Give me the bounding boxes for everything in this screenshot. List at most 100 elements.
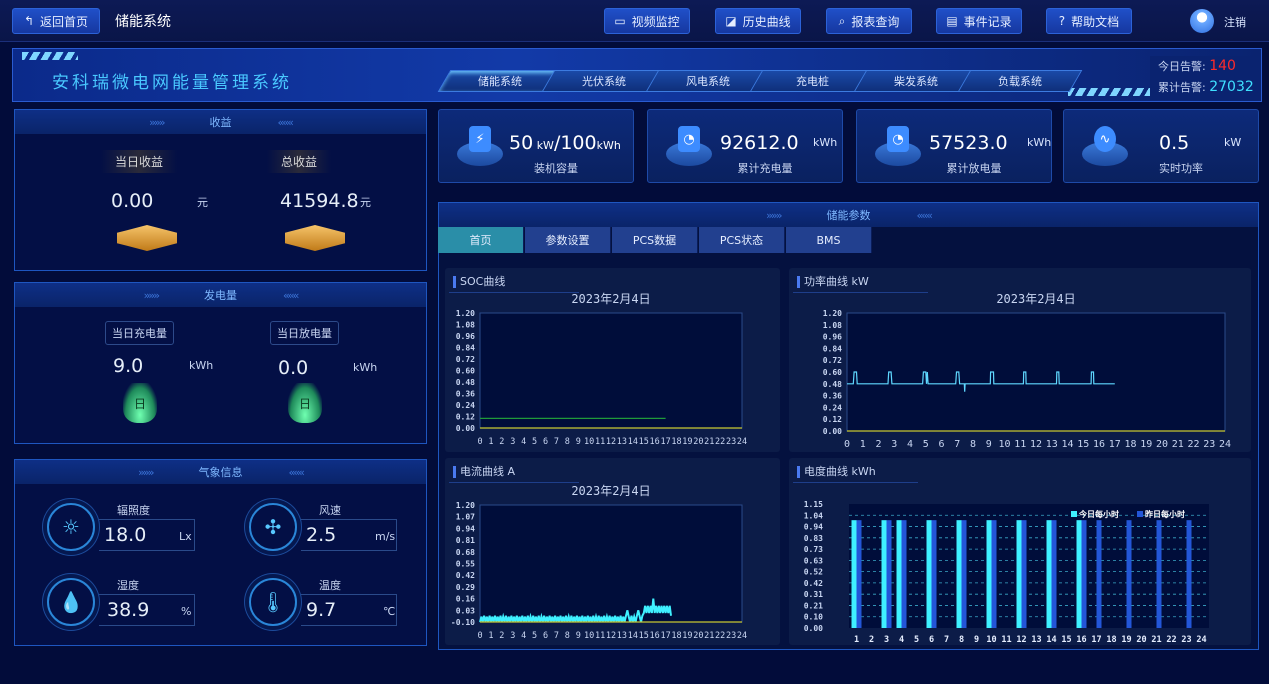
avatar[interactable] bbox=[1190, 9, 1214, 33]
bar bbox=[1081, 520, 1087, 628]
help-icon: ? bbox=[1058, 14, 1066, 28]
kpi-installed-capacity: ⚡ 50 kW/100kWh 装机容量 bbox=[438, 109, 634, 183]
wind-speed-value: 2.5 bbox=[306, 524, 337, 546]
nav-video-button[interactable]: ▭ 视频监控 bbox=[604, 8, 690, 34]
tab-home[interactable]: 首页 bbox=[438, 227, 524, 253]
divider bbox=[793, 482, 918, 483]
x-tick-label: 20 bbox=[693, 437, 703, 447]
irradiance-unit: Lx bbox=[179, 530, 192, 543]
x-tick-label: 18 bbox=[671, 631, 681, 641]
x-tick-label: 21 bbox=[1172, 439, 1184, 450]
kpi-label: 装机容量 bbox=[534, 162, 578, 175]
gold-box-icon bbox=[117, 225, 177, 251]
legend-swatch bbox=[1071, 511, 1077, 517]
y-tick-label: 0.55 bbox=[456, 560, 475, 569]
back-home-button[interactable]: ↰ 返回首页 bbox=[12, 8, 100, 34]
x-tick-label: 20 bbox=[1136, 635, 1146, 645]
x-tick-label: 17 bbox=[660, 437, 670, 447]
y-tick-label: 0.24 bbox=[456, 401, 475, 410]
x-tick-label: 11 bbox=[1014, 439, 1026, 450]
alarm-today-label: 今日告警: bbox=[1158, 60, 1206, 73]
document-icon: ▤ bbox=[946, 14, 958, 28]
nav-label: 帮助文档 bbox=[1071, 14, 1120, 29]
page-title: 储能系统 bbox=[115, 14, 171, 30]
x-tick-label: 9 bbox=[576, 631, 581, 641]
x-tick-label: 13 bbox=[1031, 635, 1041, 645]
x-tick-label: 19 bbox=[682, 631, 692, 641]
x-tick-label: 11 bbox=[595, 437, 605, 447]
back-home-label: 返回首页 bbox=[40, 14, 89, 29]
x-tick-label: 24 bbox=[1219, 439, 1231, 450]
x-tick-label: 5 bbox=[914, 635, 919, 645]
x-tick-label: 16 bbox=[650, 631, 660, 641]
bar bbox=[931, 520, 937, 628]
x-tick-label: 0 bbox=[477, 437, 482, 447]
calendar-icon: 日 bbox=[288, 383, 322, 423]
irradiance-box bbox=[99, 519, 195, 551]
arrows-right-icon: ›››››› bbox=[138, 465, 154, 479]
total-income-unit: 元 bbox=[360, 196, 371, 209]
x-tick-label: 23 bbox=[1181, 635, 1191, 645]
arrows-right-icon: ›››››› bbox=[143, 288, 160, 302]
back-arrow-icon: ↰ bbox=[23, 14, 35, 28]
y-tick-label: 1.20 bbox=[823, 309, 842, 318]
tab-param-settings[interactable]: 参数设置 bbox=[525, 227, 611, 253]
tab-pcs-data[interactable]: PCS数据 bbox=[612, 227, 698, 253]
x-tick-label: 15 bbox=[639, 631, 649, 641]
x-tick-label: 5 bbox=[923, 439, 929, 450]
meter-icon: ◔ bbox=[887, 126, 909, 152]
generation-panel: ›››››› 发电量 ‹‹‹‹‹‹ 当日充电量 当日放电量 9.0 kWh 0.0 … bbox=[14, 282, 427, 444]
chart-icon: ◪ bbox=[725, 14, 737, 28]
nav-report-button[interactable]: ⌕ 报表查询 bbox=[826, 8, 912, 34]
bar bbox=[956, 520, 962, 628]
tab-bms[interactable]: BMS bbox=[786, 227, 872, 253]
series-line bbox=[847, 371, 1115, 392]
x-tick-label: 14 bbox=[628, 437, 638, 447]
today-income-unit: 元 bbox=[197, 196, 208, 209]
y-tick-label: 0.84 bbox=[823, 344, 842, 353]
irradiance-label: 辐照度 bbox=[117, 504, 150, 517]
nav-help-button[interactable]: ? 帮助文档 bbox=[1046, 8, 1132, 34]
tab-pcs-status[interactable]: PCS状态 bbox=[699, 227, 785, 253]
y-tick-label: 0.48 bbox=[456, 378, 475, 387]
y-tick-label: 0.00 bbox=[456, 424, 475, 433]
x-tick-label: 3 bbox=[891, 439, 897, 450]
x-tick-label: 24 bbox=[737, 631, 747, 641]
logout-link[interactable]: 注销 bbox=[1224, 16, 1246, 29]
x-tick-label: 7 bbox=[554, 437, 559, 447]
tab-label: 负载系统 bbox=[998, 75, 1042, 88]
nav-label: 历史曲线 bbox=[742, 14, 791, 29]
y-tick-label: 0.42 bbox=[456, 571, 475, 580]
x-tick-label: 17 bbox=[1109, 439, 1121, 450]
x-tick-label: 8 bbox=[970, 439, 976, 450]
chart-panel-title: 电流曲线 A bbox=[453, 466, 515, 478]
bar bbox=[961, 520, 967, 628]
x-tick-label: 7 bbox=[954, 439, 960, 450]
irradiance-value: 18.0 bbox=[104, 524, 147, 546]
panel-title: 气象信息 bbox=[198, 466, 243, 479]
x-tick-label: 22 bbox=[715, 437, 725, 447]
temperature-label: 温度 bbox=[319, 579, 341, 592]
x-tick-label: 10 bbox=[998, 439, 1010, 450]
bar bbox=[896, 520, 902, 628]
alarm-today-count: 140 bbox=[1209, 58, 1236, 74]
nav-history-button[interactable]: ◪ 历史曲线 bbox=[715, 8, 801, 34]
x-tick-label: 12 bbox=[606, 437, 616, 447]
soc-chart: SOC曲线 1.20 1.08 0.96 0.84 0.72 0.60 0.48 0.36 0.… bbox=[445, 268, 780, 452]
top-bar: ↰ 返回首页 储能系统 ▭ 视频监控 ◪ 历史曲线 ⌕ 报表查询 ▤ 事件记录 ? 帮助文… bbox=[0, 0, 1269, 42]
legend-swatch bbox=[1137, 511, 1143, 517]
nav-events-button[interactable]: ▤ 事件记录 bbox=[936, 8, 1022, 34]
energy-bar-chart: 电度曲线 kWh 1.15 1.04 0.94 0.83 0.73 0.63 0.52 0.4… bbox=[789, 458, 1251, 645]
plot-area bbox=[849, 504, 1209, 628]
chart-panel-title: 功率曲线 kW bbox=[797, 276, 869, 288]
panel-title: 发电量 bbox=[204, 289, 237, 302]
system-tab-load[interactable]: 负载系统 bbox=[957, 70, 1083, 92]
search-icon: ⌕ bbox=[838, 13, 846, 28]
x-tick-label: 16 bbox=[1093, 439, 1105, 450]
total-income-label: 总收益 bbox=[267, 150, 332, 173]
x-tick-label: 18 bbox=[671, 437, 681, 447]
y-tick-label: 0.16 bbox=[456, 595, 475, 604]
x-tick-label: 22 bbox=[1187, 439, 1199, 450]
panel-title: 收益 bbox=[209, 116, 232, 129]
x-tick-label: 1 bbox=[488, 631, 493, 641]
